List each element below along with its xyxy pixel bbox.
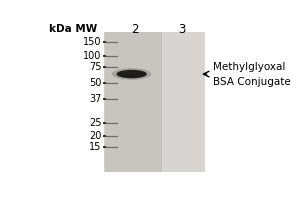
Text: 75: 75 (89, 62, 101, 72)
Ellipse shape (119, 71, 140, 74)
Bar (105, 32, 162, 172)
Bar (162, 32, 205, 172)
Text: 25: 25 (89, 118, 101, 128)
Text: 2: 2 (131, 23, 139, 36)
Text: 150: 150 (83, 37, 101, 47)
Text: kDa MW: kDa MW (50, 24, 98, 34)
Text: 50: 50 (89, 78, 101, 88)
Text: 37: 37 (89, 94, 101, 104)
Text: 20: 20 (89, 131, 101, 141)
Text: Methylglyoxal: Methylglyoxal (213, 62, 285, 72)
Text: 100: 100 (83, 51, 101, 61)
Ellipse shape (112, 68, 151, 80)
Ellipse shape (117, 70, 147, 78)
Bar (104, 32, 205, 172)
Text: 15: 15 (89, 142, 101, 152)
Text: BSA Conjugate: BSA Conjugate (213, 77, 291, 87)
Text: 3: 3 (178, 23, 185, 36)
